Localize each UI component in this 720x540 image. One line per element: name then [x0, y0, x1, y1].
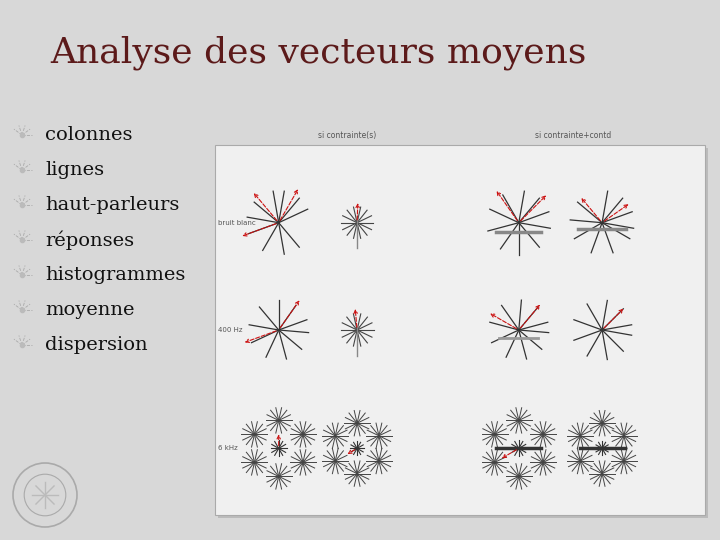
Text: colonnes: colonnes: [45, 126, 132, 144]
Text: réponses: réponses: [45, 230, 134, 249]
Text: si contrainte+contd: si contrainte+contd: [534, 131, 611, 140]
Text: lignes: lignes: [45, 161, 104, 179]
Text: 6 kHz: 6 kHz: [218, 446, 238, 451]
FancyBboxPatch shape: [218, 148, 708, 518]
Text: haut-parleurs: haut-parleurs: [45, 196, 179, 214]
Text: 400 Hz: 400 Hz: [218, 327, 243, 333]
Text: bruit blanc: bruit blanc: [218, 220, 256, 226]
Text: moyenne: moyenne: [45, 301, 135, 319]
Text: dispersion: dispersion: [45, 336, 148, 354]
Text: si contrainte(s): si contrainte(s): [318, 131, 377, 140]
FancyBboxPatch shape: [215, 145, 705, 515]
Text: histogrammes: histogrammes: [45, 266, 185, 284]
Text: Analyse des vecteurs moyens: Analyse des vecteurs moyens: [50, 35, 586, 70]
